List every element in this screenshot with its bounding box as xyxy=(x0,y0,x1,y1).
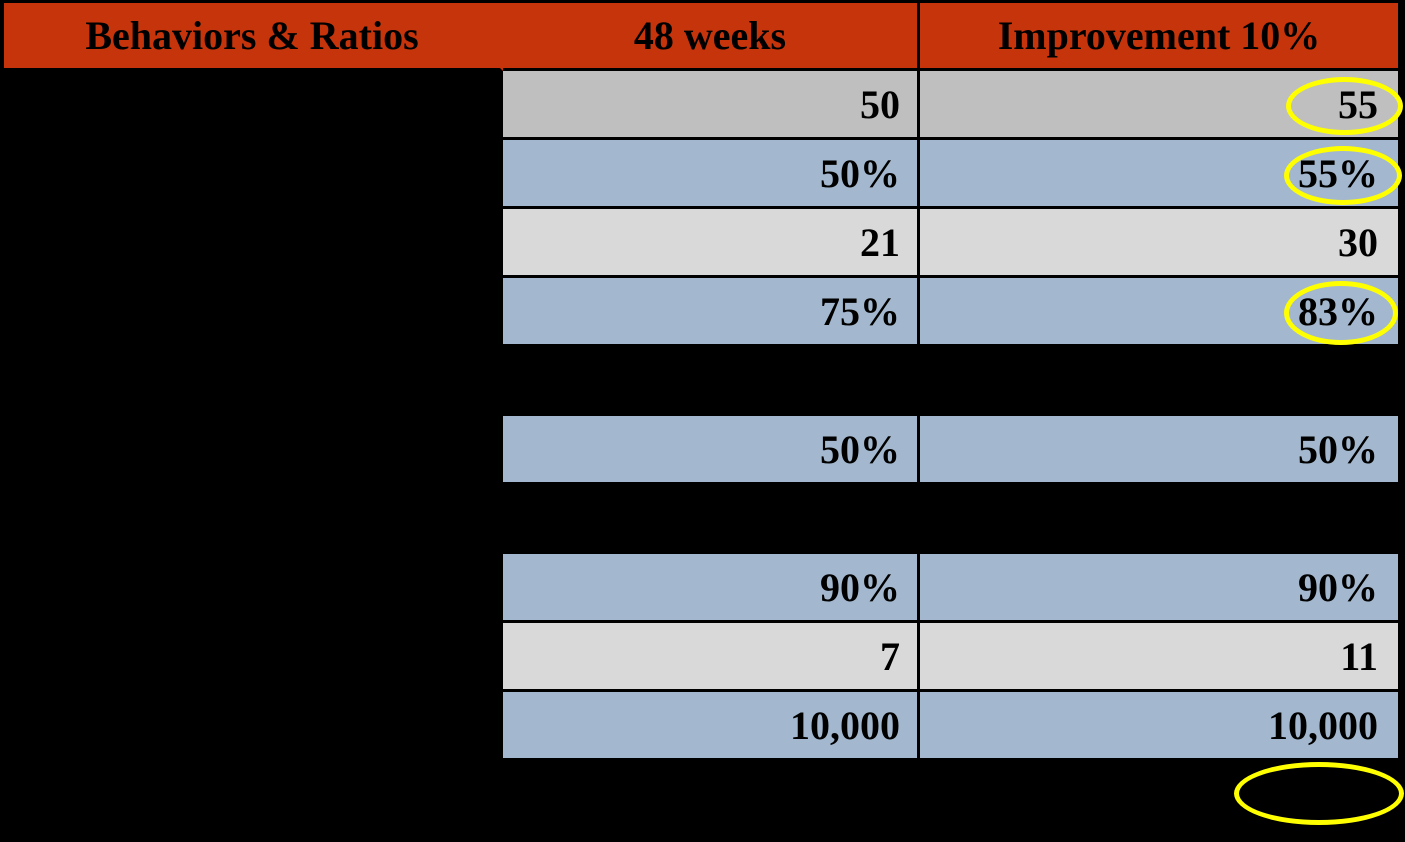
table-row: 75% 83% xyxy=(4,278,1398,347)
header-48-weeks: 48 weeks xyxy=(503,3,920,71)
table-row: 50 55 xyxy=(4,71,1398,140)
week48-value-cell: 21 xyxy=(503,209,920,278)
improvement-value-cell: 10,000 xyxy=(920,692,1398,761)
improvement-value-cell xyxy=(920,485,1398,554)
week48-value-cell: 90% xyxy=(503,554,920,623)
week48-value-cell: 50% xyxy=(503,140,920,209)
table-body: 50 55 50% 55% 21 30 75% 83% 50% 50% 90% … xyxy=(4,71,1398,761)
table-row: 7 11 xyxy=(4,623,1398,692)
header-behaviors-ratios: Behaviors & Ratios xyxy=(4,3,503,71)
table-row: 50% 55% xyxy=(4,140,1398,209)
behaviors-ratios-table: Behaviors & Ratios 48 weeks Improvement … xyxy=(4,3,1398,761)
row-label-cell xyxy=(4,554,503,623)
table-row xyxy=(4,485,1398,554)
improvement-value-cell: 90% xyxy=(920,554,1398,623)
row-label-cell xyxy=(4,416,503,485)
header-improvement-10: Improvement 10% xyxy=(920,3,1398,71)
row-label-cell xyxy=(4,278,503,347)
highlight-ellipse-55-percent xyxy=(1284,146,1402,205)
row-label-cell xyxy=(4,71,503,140)
row-label-cell xyxy=(4,692,503,761)
week48-value-cell: 50 xyxy=(503,71,920,140)
row-label-cell xyxy=(4,623,503,692)
table-row: 50% 50% xyxy=(4,416,1398,485)
highlight-ellipse-empty xyxy=(1234,762,1404,825)
row-label-cell xyxy=(4,347,503,416)
week48-value-cell: 75% xyxy=(503,278,920,347)
improvement-value-cell: 11 xyxy=(920,623,1398,692)
week48-value-cell: 7 xyxy=(503,623,920,692)
table-row: 21 30 xyxy=(4,209,1398,278)
row-label-cell xyxy=(4,209,503,278)
improvement-value-cell xyxy=(920,347,1398,416)
table-header-row: Behaviors & Ratios 48 weeks Improvement … xyxy=(4,3,1398,71)
table-row: 10,000 10,000 xyxy=(4,692,1398,761)
week48-value-cell xyxy=(503,485,920,554)
improvement-value-cell: 50% xyxy=(920,416,1398,485)
table-row xyxy=(4,347,1398,416)
week48-value-cell: 50% xyxy=(503,416,920,485)
improvement-value-cell: 30 xyxy=(920,209,1398,278)
row-label-cell xyxy=(4,485,503,554)
highlight-ellipse-83-percent xyxy=(1284,281,1398,345)
week48-value-cell: 10,000 xyxy=(503,692,920,761)
row-label-cell xyxy=(4,140,503,209)
table-row: 90% 90% xyxy=(4,554,1398,623)
week48-value-cell xyxy=(503,347,920,416)
highlight-ellipse-55 xyxy=(1286,77,1403,135)
